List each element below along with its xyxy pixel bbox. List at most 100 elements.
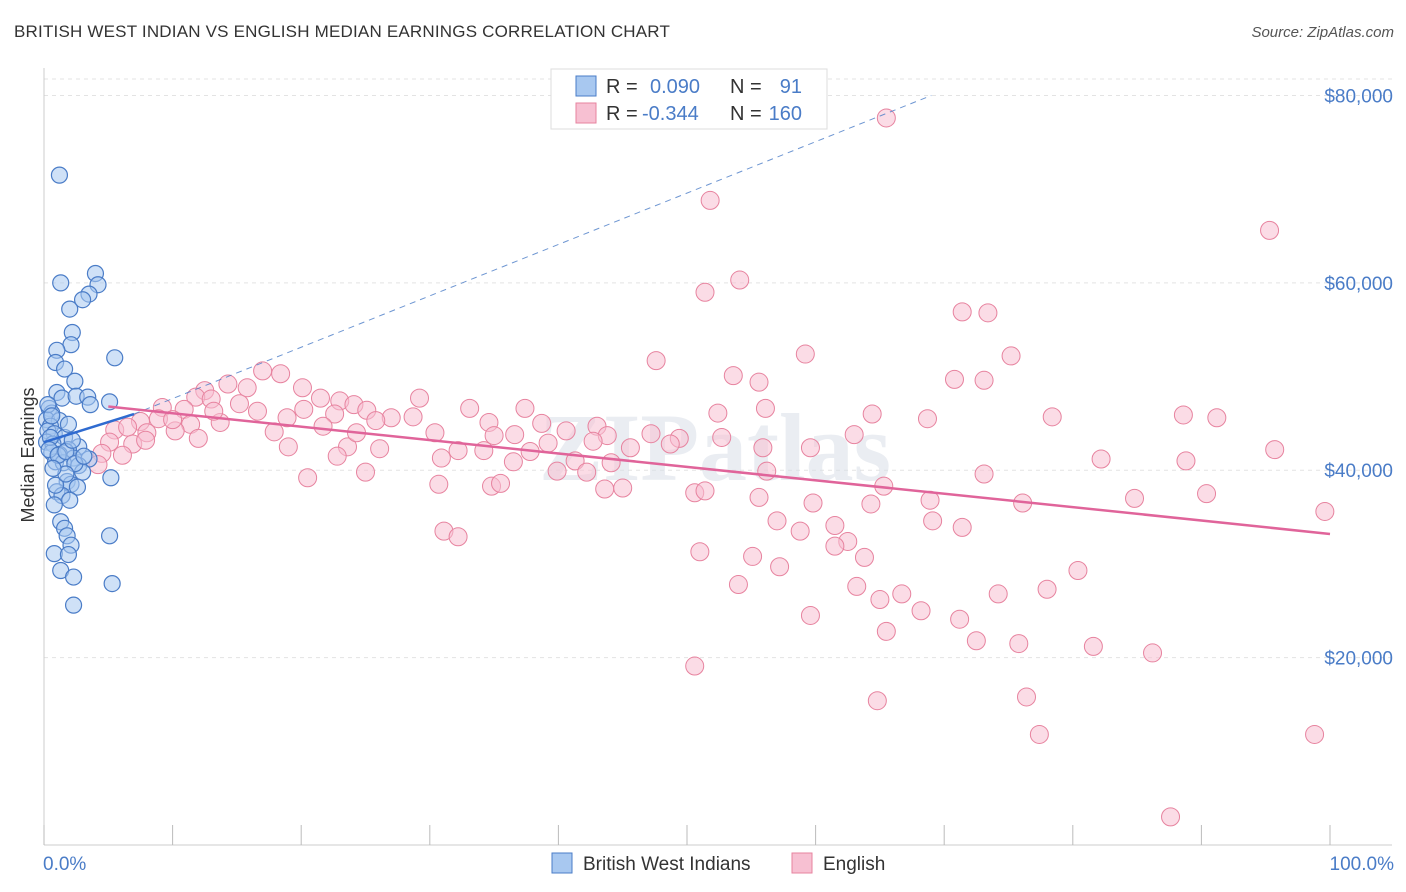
english-point-129: [876, 621, 896, 641]
english-point-121: [728, 575, 748, 595]
english-point-122: [770, 557, 790, 577]
english-point-124: [870, 590, 890, 610]
english-point-19: [292, 378, 312, 398]
english-point-68: [448, 441, 468, 461]
y-tick-labels: $20,000 $40,000 $60,000 $80,000: [1324, 86, 1393, 669]
english-point-143: [1176, 451, 1196, 471]
y-tick-label-0: $20,000: [1324, 649, 1393, 670]
english-point-6: [978, 303, 998, 323]
english-point-123: [847, 576, 867, 596]
english-point-136: [950, 609, 970, 629]
english-point-133: [1083, 636, 1103, 656]
british-west-indian-points: [37, 166, 124, 614]
series-swatch-blue: [551, 852, 573, 874]
bwi-point-51: [100, 527, 119, 545]
english-point-12: [944, 369, 964, 389]
english-point-52: [118, 417, 138, 437]
legend-r-label-1: R =: [606, 76, 638, 98]
english-point-86: [547, 461, 567, 481]
english-point-135: [685, 656, 705, 676]
series-label-1: British West Indians: [583, 854, 751, 875]
bwi-point-58: [64, 596, 83, 614]
bwi-point-46: [61, 491, 79, 509]
bwi-point-43: [68, 478, 87, 496]
english-point-111: [790, 521, 810, 541]
english-point-141: [1161, 807, 1181, 827]
english-point-151: [112, 445, 132, 465]
bwi-trend-extension: [133, 95, 932, 415]
english-point-7: [646, 351, 666, 371]
english-point-112: [825, 516, 845, 536]
english-point-45: [313, 416, 333, 436]
english-point-127: [1037, 579, 1057, 599]
english-point-130: [911, 601, 931, 621]
legend-r-value-1: 0.090: [650, 76, 700, 98]
english-point-149: [163, 410, 183, 430]
english-point-92: [356, 462, 375, 482]
bwi-point-40: [102, 469, 120, 487]
english-point-15: [271, 364, 291, 384]
english-point-102: [861, 494, 881, 514]
english-point-118: [854, 547, 874, 567]
y-tick-label-3: $80,000: [1324, 86, 1393, 107]
english-point-80: [431, 448, 451, 468]
english-point-29: [294, 399, 314, 419]
english-point-33: [460, 398, 480, 418]
trend-lines: [43, 95, 1331, 536]
x-tick-max: 100.0%: [1330, 854, 1395, 875]
english-point-90: [974, 464, 994, 484]
bwi-point-0: [50, 166, 69, 184]
english-point-88: [757, 461, 777, 481]
english-point-109: [448, 527, 468, 547]
english-point-66: [278, 437, 298, 457]
english-point-84: [1091, 449, 1111, 469]
english-point-4: [695, 282, 715, 302]
series-label-2: English: [823, 854, 885, 875]
y-tick-label-1: $40,000: [1324, 461, 1393, 482]
english-point-78: [1265, 440, 1285, 460]
bwi-point-1: [52, 274, 70, 292]
english-point-96: [595, 479, 615, 499]
source-credit: Source: ZipAtlas.com: [1251, 24, 1394, 41]
english-point-106: [1197, 484, 1217, 504]
english-point-119: [1068, 560, 1088, 580]
english-point-95: [491, 473, 511, 493]
english-point-39: [1042, 407, 1062, 427]
bwi-point-57: [103, 575, 121, 593]
english-point-110: [767, 511, 787, 531]
english-point-58: [505, 425, 525, 445]
english-point-9: [1001, 346, 1021, 366]
bwi-point-13: [66, 372, 84, 390]
english-point-81: [503, 452, 523, 472]
english-point-72: [583, 431, 603, 451]
english-point-25: [410, 388, 430, 408]
english-point-59: [556, 421, 576, 441]
english-point-28: [247, 401, 267, 421]
english-point-38: [917, 409, 937, 429]
english-point-73: [620, 438, 640, 458]
bwi-point-47: [45, 496, 63, 514]
english-point-3: [730, 270, 750, 290]
english-point-32: [381, 408, 401, 428]
y-axis-title: Median Earnings: [18, 387, 38, 522]
english-point-125: [892, 584, 912, 604]
english-point-83: [601, 453, 621, 473]
x-tick-min: 0.0%: [43, 854, 86, 875]
english-point-116: [690, 542, 710, 562]
english-point-77: [844, 425, 864, 445]
english-point-22: [310, 388, 330, 408]
english-point-18: [237, 378, 257, 398]
series-legend: British West Indians English: [551, 852, 885, 875]
english-point-87: [577, 462, 597, 482]
english-point-148: [204, 401, 224, 421]
bwi-point-11: [106, 349, 124, 367]
english-trend-line: [108, 405, 1331, 536]
bwi-point-56: [64, 568, 83, 586]
english-point-91: [298, 468, 318, 488]
english-point-1: [700, 190, 720, 210]
english-point-46: [366, 411, 386, 431]
english-point-61: [641, 424, 661, 444]
bwi-point-68: [75, 447, 93, 465]
english-point-16: [218, 374, 238, 394]
